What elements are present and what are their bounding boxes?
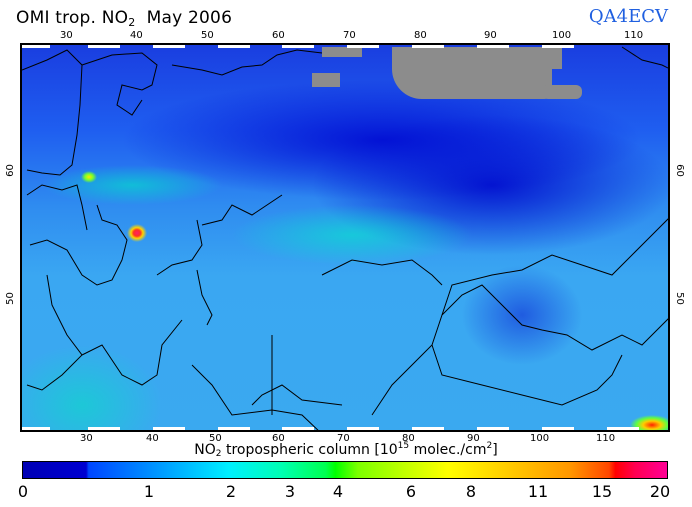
colorbar-label: 4 <box>332 482 344 501</box>
x-tick-label: 80 <box>414 30 427 41</box>
x-tick-label: 50 <box>201 30 214 41</box>
colorbar-label: 15 <box>591 482 613 501</box>
frame-tick <box>347 45 379 48</box>
colorbar-label: 8 <box>465 482 477 501</box>
colorbar-label: 20 <box>649 482 671 501</box>
x-tick-label: 40 <box>130 30 143 41</box>
x-tick-label: 40 <box>146 433 159 444</box>
frame-tick <box>412 45 444 48</box>
frame-tick <box>542 427 574 430</box>
frame-tick <box>88 45 120 48</box>
y-tick-label-right: 50 <box>673 292 685 305</box>
x-tick-label: 30 <box>80 433 93 444</box>
colorbar-label: 0 <box>17 482 29 501</box>
x-tick-label: 110 <box>596 433 616 444</box>
x-tick-label: 90 <box>467 433 480 444</box>
x-tick-label: 60 <box>272 30 285 41</box>
no2-map <box>20 43 670 432</box>
frame-tick <box>218 427 250 430</box>
map-title: OMI trop. NO2 May 2006 <box>16 8 233 29</box>
colorbar <box>22 461 668 479</box>
frame-tick <box>607 427 639 430</box>
x-tick-label: 30 <box>60 30 73 41</box>
frame-tick <box>153 427 185 430</box>
x-tick-label: 70 <box>343 30 356 41</box>
frame-tick <box>282 427 314 430</box>
no-data-region <box>312 73 340 87</box>
x-tick-label: 70 <box>337 433 350 444</box>
colorbar-label: 3 <box>284 482 296 501</box>
country-borders <box>22 46 668 430</box>
brand-logo: QA4ECV <box>588 6 668 27</box>
frame-tick <box>412 427 444 430</box>
x-tick-label: 50 <box>209 433 222 444</box>
x-tick-label: 80 <box>402 433 415 444</box>
colorbar-label: 1 <box>143 482 155 501</box>
y-tick-label-left: 50 <box>4 292 16 305</box>
x-tick-label: 110 <box>624 30 644 41</box>
colorbar-label: 11 <box>527 482 549 501</box>
frame-tick <box>542 45 574 48</box>
no-data-region <box>322 47 362 57</box>
frame-tick <box>22 45 50 48</box>
x-tick-label: 60 <box>272 433 285 444</box>
no-data-region <box>542 85 582 99</box>
x-tick-label: 100 <box>530 433 550 444</box>
frame-tick <box>88 427 120 430</box>
frame-tick <box>477 45 509 48</box>
x-tick-label: 100 <box>552 30 572 41</box>
y-tick-label-right: 60 <box>673 164 685 177</box>
no-data-region <box>422 47 562 69</box>
x-tick-label: 90 <box>484 30 497 41</box>
colorbar-title: NO2 tropospheric column [1015 molec./cm2… <box>194 441 498 459</box>
frame-tick <box>282 45 314 48</box>
colorbar-label: 6 <box>405 482 417 501</box>
frame-tick <box>477 427 509 430</box>
frame-tick <box>218 45 250 48</box>
frame-tick <box>153 45 185 48</box>
frame-tick <box>22 427 50 430</box>
y-tick-label-left: 60 <box>4 164 16 177</box>
frame-tick <box>347 427 379 430</box>
colorbar-label: 2 <box>225 482 237 501</box>
